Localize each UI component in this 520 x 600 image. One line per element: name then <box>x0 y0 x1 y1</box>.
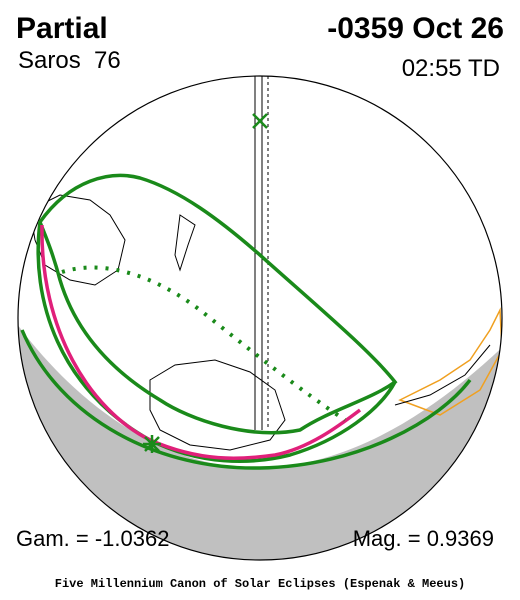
coastline <box>398 307 502 416</box>
saros: Saros 76 <box>18 47 121 74</box>
globe-outline <box>17 75 503 561</box>
coastline <box>149 359 286 451</box>
date: -0359 Oct 26 <box>327 12 504 45</box>
magnitude: Mag. = 0.9369 <box>353 526 494 551</box>
subsolar-point <box>252 113 268 129</box>
gamma: Gam. = -1.0362 <box>16 526 169 551</box>
penumbra-limit <box>38 173 398 435</box>
maximum-line <box>40 224 362 460</box>
title: Partial <box>16 12 108 45</box>
penumbra-limit <box>36 221 397 463</box>
rise-set-limit <box>20 329 472 470</box>
credit: Five Millennium Canon of Solar Eclipses … <box>55 577 465 591</box>
greatest-eclipse-point <box>143 435 161 453</box>
coastline <box>174 214 196 272</box>
coastline <box>394 344 491 406</box>
time: 02:55 TD <box>402 55 500 82</box>
